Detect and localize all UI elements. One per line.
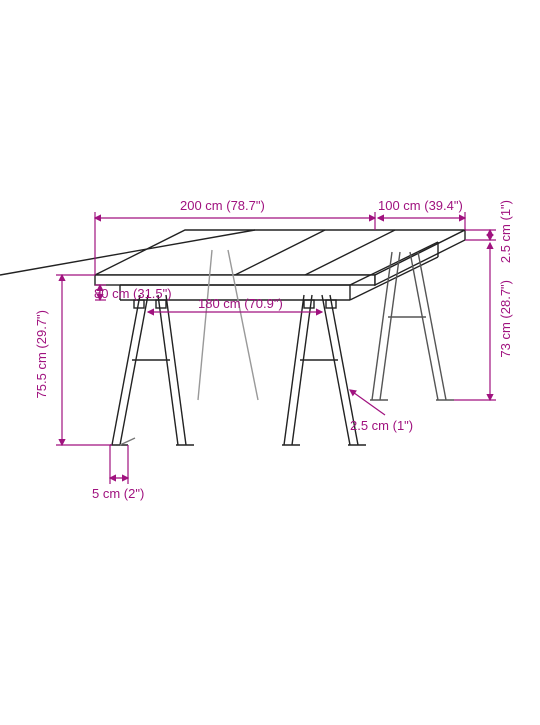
dim-depth: 100 cm (39.4") (378, 198, 463, 213)
diagram-canvas: 200 cm (78.7") 100 cm (39.4") 2.5 cm (1"… (0, 0, 540, 720)
dim-leg-span: 180 cm (70.9") (198, 296, 283, 311)
dim-foot-width: 5 cm (2") (92, 486, 144, 501)
dim-height-under: 73 cm (28.7") (498, 280, 513, 358)
dim-top-thickness: 2.5 cm (1") (498, 200, 513, 263)
dim-leg-thickness: 2.5 cm (1") (350, 418, 413, 433)
dim-height-overall: 75.5 cm (29.7") (34, 310, 49, 398)
dim-apron: 80 cm (31.5") (94, 286, 172, 301)
table-outline (0, 230, 465, 445)
dimension-drawing-svg (0, 0, 540, 720)
dim-length: 200 cm (78.7") (180, 198, 265, 213)
